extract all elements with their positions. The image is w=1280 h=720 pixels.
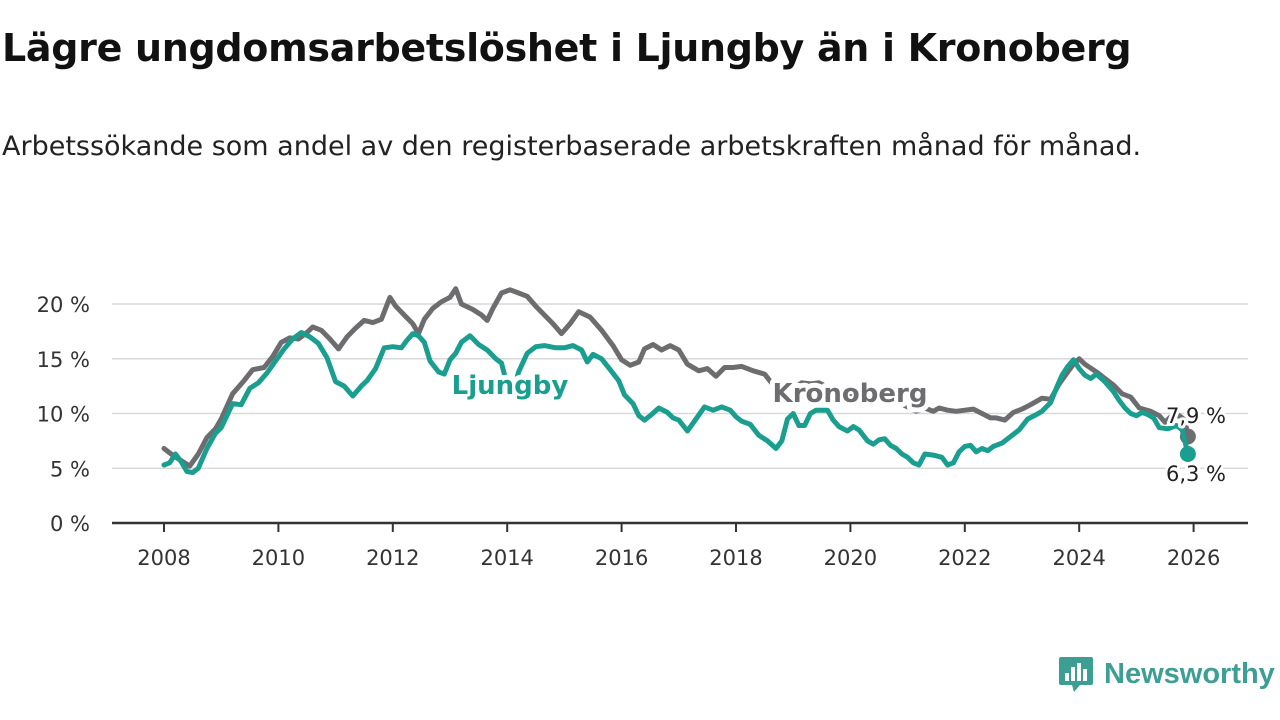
end-value-label-ljungby: 6,3 % xyxy=(1166,462,1226,486)
x-tick-label: 2010 xyxy=(252,546,305,570)
x-tick-label: 2024 xyxy=(1052,546,1105,570)
x-tick-label: 2016 xyxy=(595,546,648,570)
end-value-halo: 7,9 % xyxy=(1166,404,1226,428)
chart-title: Lägre ungdomsarbetslöshet i Ljungby än i… xyxy=(2,26,1132,70)
y-axis-ticks: 0 % 5 % 10 % 15 % 20 % xyxy=(37,293,90,536)
end-value-label-kronoberg: 7,9 % xyxy=(1166,404,1226,428)
grid-lines xyxy=(112,303,1248,469)
x-tick-label: 2026 xyxy=(1167,546,1220,570)
y-tick-label: 10 % xyxy=(37,403,90,427)
x-axis: 2008 2010 2012 2014 2016 2018 2020 2022 2024 2026 xyxy=(112,521,1248,570)
x-tick-label: 2012 xyxy=(366,546,419,570)
newsworthy-logo-icon xyxy=(1059,657,1093,692)
x-tick-label: 2008 xyxy=(137,546,190,570)
y-tick-label: 15 % xyxy=(37,348,90,372)
newsworthy-logo[interactable]: Newsworthy xyxy=(1058,654,1275,694)
end-point-ljungby xyxy=(1179,446,1196,463)
series-line-ljungby xyxy=(161,330,1191,476)
series-label-halo: Kronoberg xyxy=(773,379,928,409)
series-label-ljungby: Ljungby xyxy=(452,371,569,401)
series-label-halo: Ljungby xyxy=(452,371,569,401)
series-lines xyxy=(161,286,1196,476)
brand-name: Newsworthy xyxy=(1104,657,1275,690)
y-tick-label: 5 % xyxy=(50,457,90,481)
y-tick-label: 20 % xyxy=(37,293,90,317)
chart-subtitle: Arbetssökande som andel av den registerb… xyxy=(2,131,1142,162)
x-tick-label: 2018 xyxy=(709,546,762,570)
x-tick-label: 2022 xyxy=(938,546,991,570)
x-tick-label: 2020 xyxy=(824,546,877,570)
series-label-kronoberg: Kronoberg xyxy=(773,379,928,409)
end-value-halo: 6,3 % xyxy=(1166,462,1226,486)
x-tick-label: 2014 xyxy=(480,546,533,570)
series-line-kronoberg xyxy=(161,286,1191,469)
y-tick-label: 0 % xyxy=(50,512,90,536)
